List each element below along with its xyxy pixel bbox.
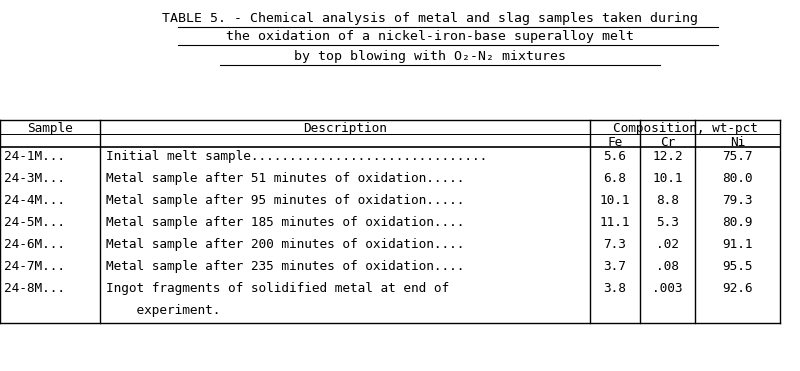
Text: Metal sample after 200 minutes of oxidation....: Metal sample after 200 minutes of oxidat… [106,238,464,251]
Text: 5.3: 5.3 [656,216,679,229]
Text: TABLE 5. - Chemical analysis of metal and slag samples taken during: TABLE 5. - Chemical analysis of metal an… [162,12,698,25]
Text: Metal sample after 95 minutes of oxidation.....: Metal sample after 95 minutes of oxidati… [106,194,464,207]
Text: by top blowing with O₂-N₂ mixtures: by top blowing with O₂-N₂ mixtures [294,50,566,63]
Text: 3.8: 3.8 [603,282,626,295]
Text: .08: .08 [656,260,679,273]
Text: 91.1: 91.1 [722,238,753,251]
Text: 6.8: 6.8 [603,172,626,185]
Text: 24-7M...: 24-7M... [4,260,65,273]
Text: 80.0: 80.0 [722,172,753,185]
Text: 24-8M...: 24-8M... [4,282,65,295]
Text: 75.7: 75.7 [722,150,753,163]
Text: Sample: Sample [27,122,73,135]
Text: Initial melt sample...............................: Initial melt sample.....................… [106,150,487,163]
Text: 5.6: 5.6 [603,150,626,163]
Text: .02: .02 [656,238,679,251]
Text: 24-5M...: 24-5M... [4,216,65,229]
Text: 24-1M...: 24-1M... [4,150,65,163]
Text: Ingot fragments of solidified metal at end of: Ingot fragments of solidified metal at e… [106,282,449,295]
Text: 10.1: 10.1 [600,194,630,207]
Text: 79.3: 79.3 [722,194,753,207]
Text: experiment.: experiment. [106,304,220,317]
Text: Ni: Ni [730,136,745,149]
Text: Composition, wt-pct: Composition, wt-pct [613,122,758,135]
Text: 12.2: 12.2 [652,150,682,163]
Text: the oxidation of a nickel-iron-base superalloy melt: the oxidation of a nickel-iron-base supe… [226,30,634,43]
Text: 92.6: 92.6 [722,282,753,295]
Text: Metal sample after 185 minutes of oxidation....: Metal sample after 185 minutes of oxidat… [106,216,464,229]
Text: 95.5: 95.5 [722,260,753,273]
Text: Metal sample after 51 minutes of oxidation.....: Metal sample after 51 minutes of oxidati… [106,172,464,185]
Text: 11.1: 11.1 [600,216,630,229]
Text: 24-6M...: 24-6M... [4,238,65,251]
Text: 3.7: 3.7 [603,260,626,273]
Text: Fe: Fe [607,136,622,149]
Text: .003: .003 [652,282,682,295]
Text: Description: Description [303,122,387,135]
Text: 24-4M...: 24-4M... [4,194,65,207]
Text: 7.3: 7.3 [603,238,626,251]
Text: 80.9: 80.9 [722,216,753,229]
Text: Cr: Cr [660,136,675,149]
Text: Metal sample after 235 minutes of oxidation....: Metal sample after 235 minutes of oxidat… [106,260,464,273]
Text: 24-3M...: 24-3M... [4,172,65,185]
Text: 8.8: 8.8 [656,194,679,207]
Text: 10.1: 10.1 [652,172,682,185]
